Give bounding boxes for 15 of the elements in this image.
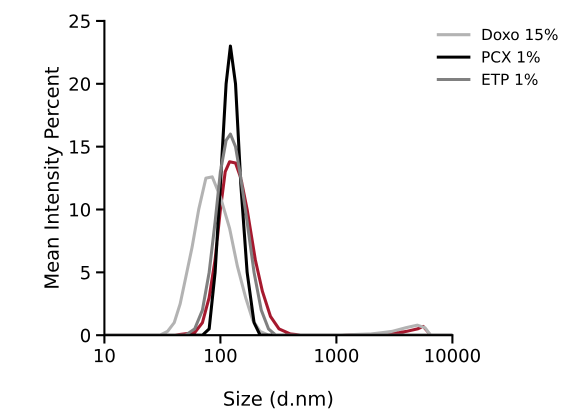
y-tick-label: 25 xyxy=(70,14,90,28)
x-tick-label: 10000 xyxy=(426,348,480,362)
y-tick-label: 10 xyxy=(70,202,90,217)
y-tick-label: 0 xyxy=(80,328,90,342)
y-tick-label: 5 xyxy=(81,266,90,280)
y-tick-label: 15 xyxy=(70,140,90,154)
x-tick-label: 100 xyxy=(205,348,236,362)
legend-label: Doxo 15% xyxy=(482,28,558,40)
y-axis-title: Mean Intensity Percent xyxy=(44,66,63,288)
y-tick-label: 20 xyxy=(70,77,90,91)
x-axis-title: Size (d.nm) xyxy=(224,390,332,408)
legend-label: PCX 1% xyxy=(482,51,540,63)
x-tick-label: 1000 xyxy=(315,348,358,362)
x-tick-label: 10 xyxy=(94,348,115,362)
legend-label: ETP 1% xyxy=(482,74,538,86)
